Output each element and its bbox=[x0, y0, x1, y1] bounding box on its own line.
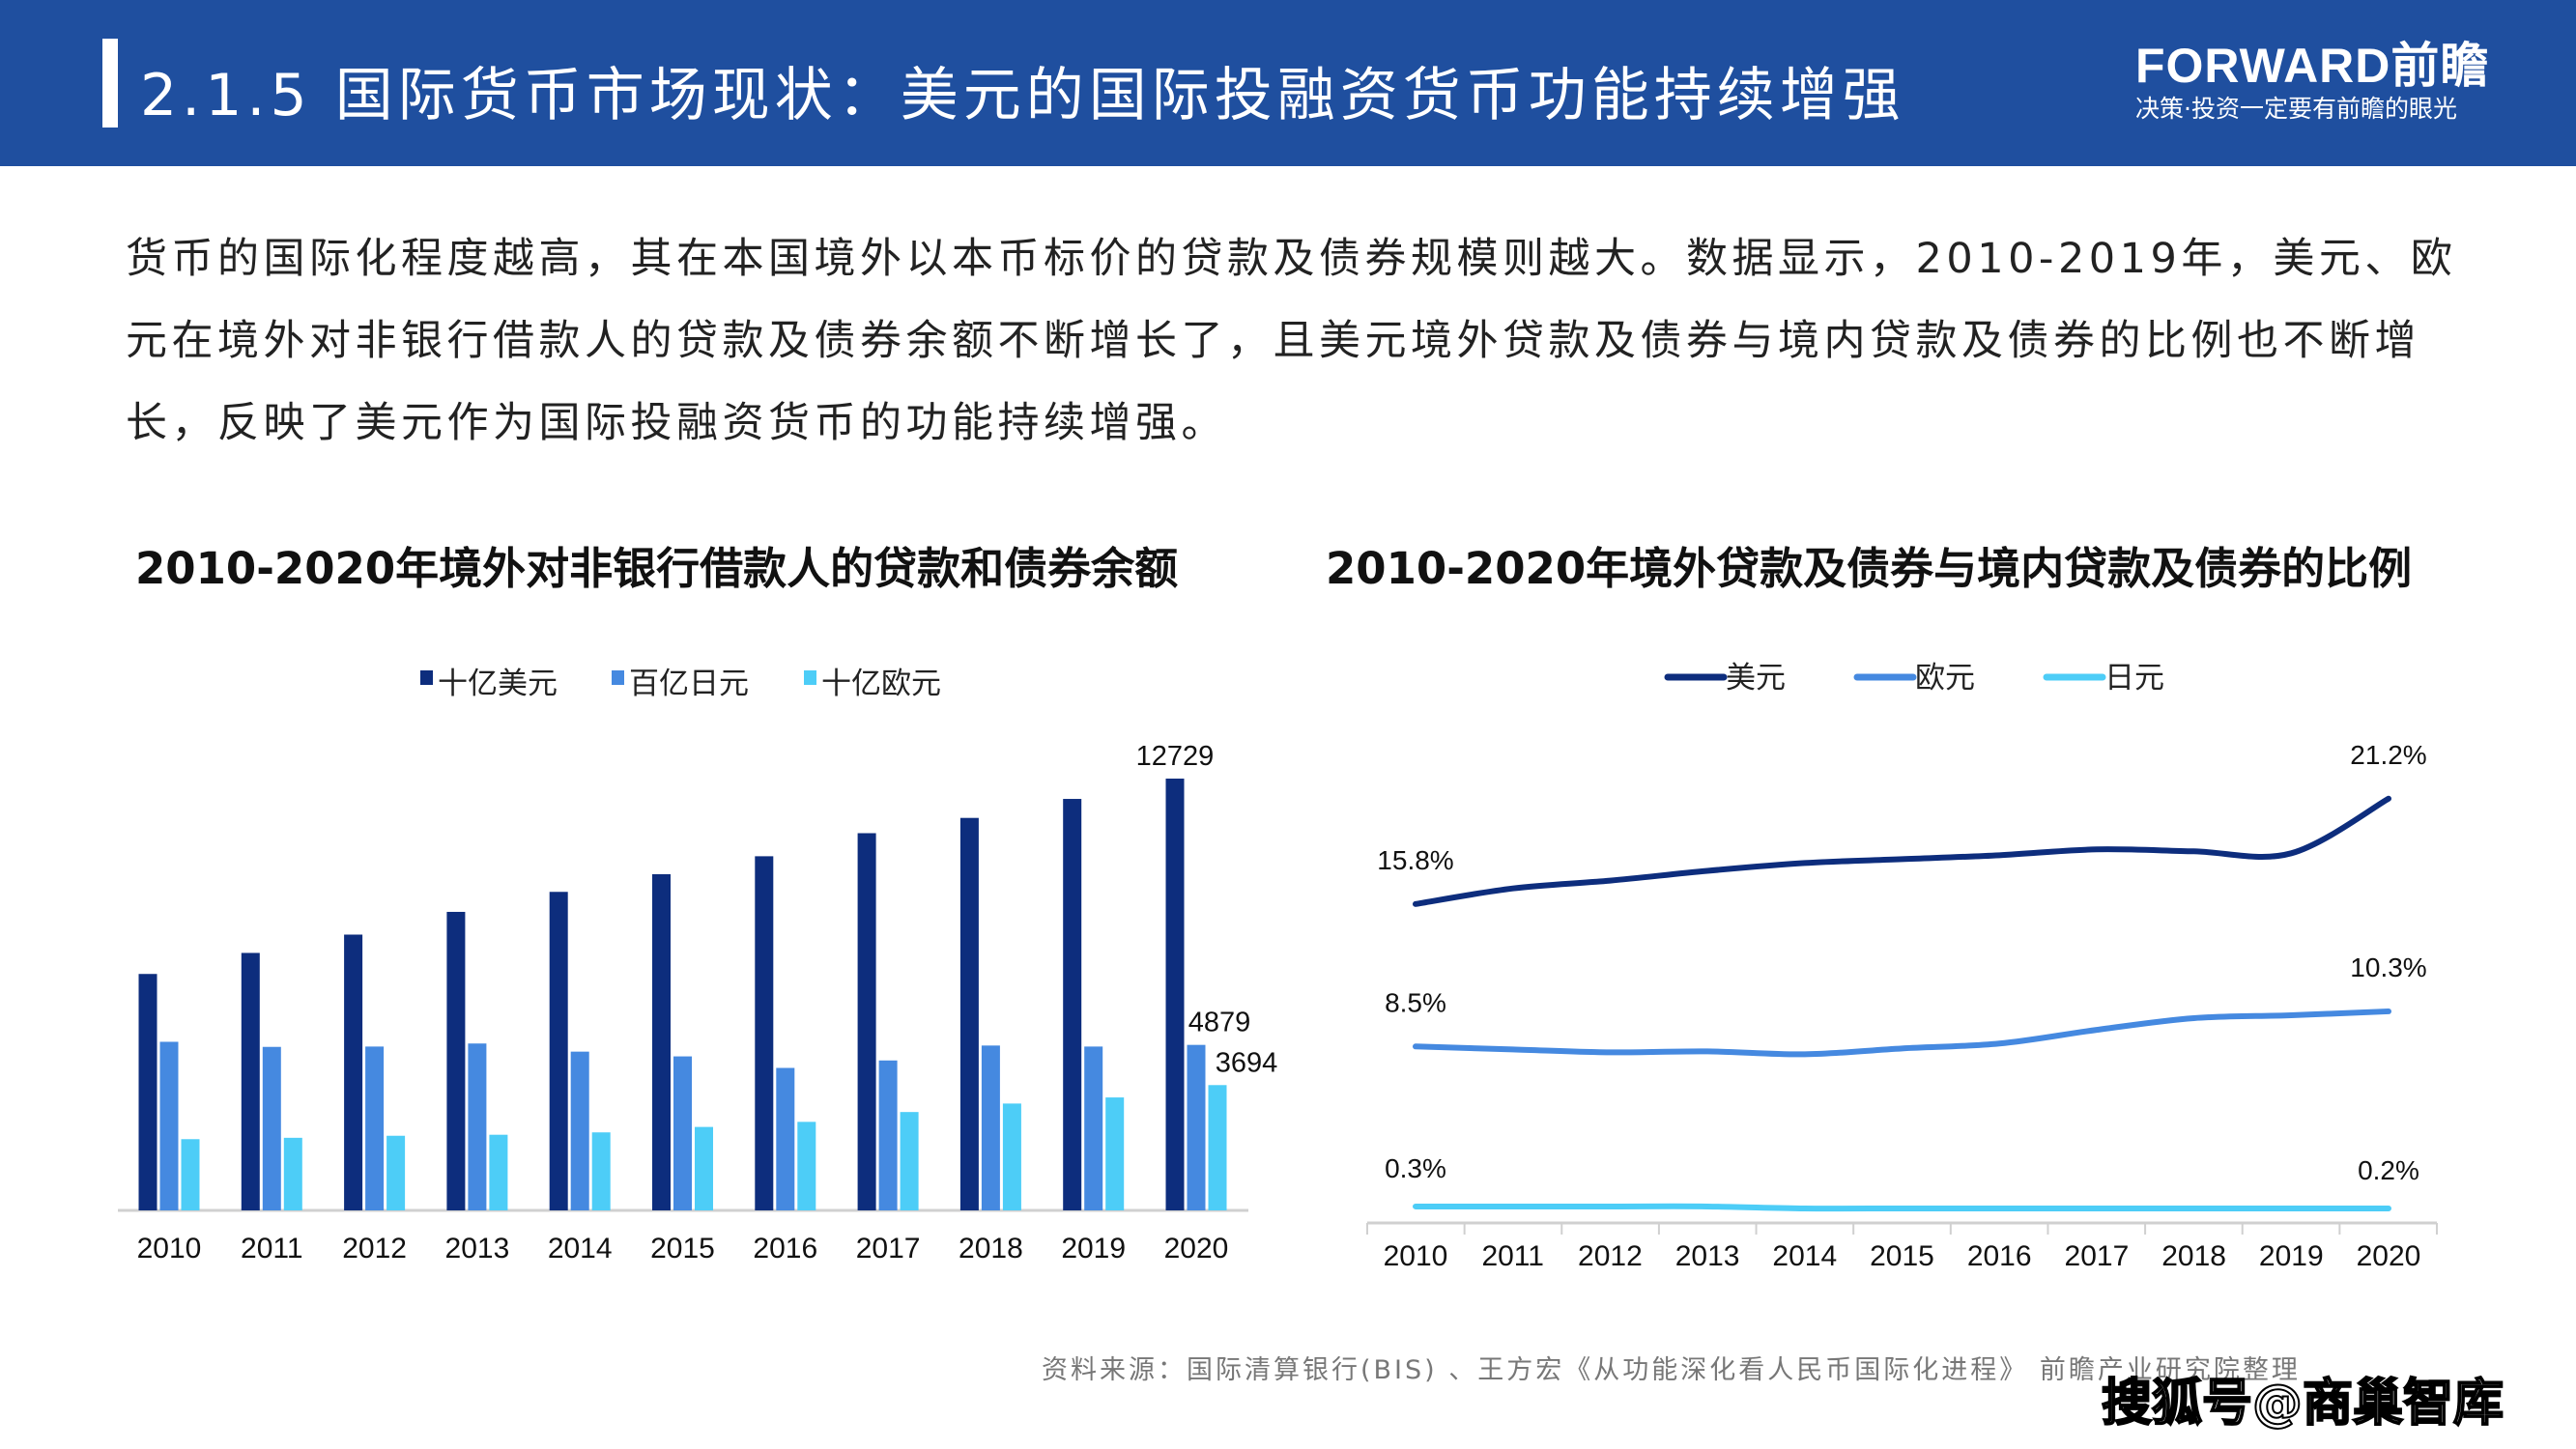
x-tick-label: 2010 bbox=[1384, 1240, 1448, 1272]
data-label: 0.2% bbox=[2358, 1155, 2419, 1185]
x-tick-label: 2012 bbox=[342, 1233, 407, 1264]
x-tick-label: 2020 bbox=[1164, 1233, 1229, 1264]
series-line bbox=[1413, 795, 2391, 907]
intro-paragraph: 货币的国际化程度越高，其在本国境外以本币标价的贷款及债券规模则越大。数据显示，2… bbox=[126, 235, 2457, 447]
bar bbox=[1105, 1097, 1125, 1210]
bar bbox=[159, 1041, 179, 1210]
x-tick-label: 2018 bbox=[959, 1233, 1023, 1264]
bar bbox=[489, 1134, 508, 1210]
x-tick-label: 2018 bbox=[2161, 1240, 2226, 1272]
x-tick-label: 2013 bbox=[445, 1233, 510, 1264]
bar bbox=[1063, 799, 1082, 1210]
bar bbox=[981, 1045, 1000, 1210]
bar bbox=[262, 1046, 281, 1210]
bar bbox=[138, 974, 157, 1210]
legend-label: 十亿美元 bbox=[438, 667, 558, 700]
slide-header: 2.1.5 国际货币市场现状：美元的国际投融资货币功能持续增强 FORWARD前… bbox=[0, 0, 2576, 166]
bar bbox=[1187, 1044, 1206, 1210]
bar bbox=[283, 1137, 302, 1210]
x-tick-label: 2012 bbox=[1578, 1240, 1643, 1272]
series-line bbox=[1413, 1008, 2391, 1058]
bar bbox=[365, 1046, 385, 1210]
title-accent-bar bbox=[102, 39, 118, 128]
bar-chart-title: 2010-2020年境外对非银行借款人的贷款和债券余额 bbox=[135, 543, 1179, 594]
bar bbox=[857, 833, 876, 1210]
sohu-watermark: 搜狐号@商巢智库 bbox=[2101, 1374, 2504, 1434]
line-chart-title: 2010-2020年境外贷款及债券与境内贷款及债券的比例 bbox=[1326, 543, 2413, 594]
bar bbox=[776, 1067, 795, 1210]
bar bbox=[797, 1122, 816, 1210]
bar bbox=[241, 952, 260, 1210]
data-label: 0.3% bbox=[1385, 1153, 1446, 1183]
x-tick-label: 2017 bbox=[2065, 1240, 2130, 1272]
bar bbox=[652, 873, 671, 1210]
slide-title: 2.1.5 国际货币市场现状：美元的国际投融资货币功能持续增强 bbox=[140, 62, 1905, 129]
bar bbox=[591, 1132, 611, 1210]
legend-swatch bbox=[612, 670, 624, 685]
data-label: 3694 bbox=[1216, 1047, 1278, 1078]
x-tick-label: 2015 bbox=[1870, 1240, 1934, 1272]
x-tick-label: 2019 bbox=[1061, 1233, 1126, 1264]
legend-swatch bbox=[420, 670, 433, 685]
data-label: 10.3% bbox=[2350, 952, 2426, 982]
bar bbox=[1002, 1103, 1021, 1210]
bar bbox=[446, 911, 466, 1210]
bar bbox=[549, 892, 568, 1210]
bar bbox=[878, 1060, 898, 1210]
forward-logo: FORWARD前瞻 决策·投资一定要有前瞻的眼光 bbox=[2135, 39, 2489, 126]
x-tick-label: 2011 bbox=[1481, 1240, 1544, 1272]
legend-label: 十亿欧元 bbox=[821, 667, 941, 700]
bar bbox=[673, 1056, 692, 1210]
bar bbox=[695, 1126, 713, 1210]
data-label: 21.2% bbox=[2350, 740, 2426, 770]
bar bbox=[1084, 1046, 1103, 1210]
legend-swatch bbox=[804, 670, 816, 685]
bar bbox=[900, 1112, 919, 1210]
bar bbox=[570, 1051, 589, 1210]
x-tick-label: 2017 bbox=[856, 1233, 921, 1264]
x-tick-label: 2019 bbox=[2259, 1240, 2324, 1272]
bar bbox=[386, 1135, 406, 1210]
bar bbox=[755, 856, 774, 1210]
x-tick-label: 2020 bbox=[2357, 1240, 2421, 1272]
bar bbox=[181, 1139, 200, 1210]
data-label: 4879 bbox=[1188, 1008, 1251, 1038]
legend-label: 美元 bbox=[1726, 661, 1786, 695]
source-note: 资料来源：国际清算银行(BIS) 、王方宏《从功能深化看人民币国际化进程》 前瞻… bbox=[1042, 1355, 2301, 1385]
data-label: 12729 bbox=[1136, 741, 1215, 772]
data-label: 8.5% bbox=[1385, 987, 1446, 1017]
logo-slogan: 决策·投资一定要有前瞻的眼光 bbox=[2135, 95, 2457, 123]
data-label: 15.8% bbox=[1377, 845, 1453, 875]
bar bbox=[344, 934, 363, 1210]
x-tick-label: 2014 bbox=[1772, 1240, 1837, 1272]
x-tick-label: 2016 bbox=[753, 1233, 817, 1264]
bar bbox=[959, 817, 979, 1210]
x-tick-label: 2015 bbox=[650, 1233, 715, 1264]
bar bbox=[1165, 779, 1185, 1210]
x-tick-label: 2016 bbox=[1967, 1240, 2032, 1272]
x-tick-label: 2014 bbox=[548, 1233, 613, 1264]
series-line bbox=[1413, 1203, 2391, 1212]
bar bbox=[1208, 1085, 1227, 1210]
x-tick-label: 2013 bbox=[1675, 1240, 1740, 1272]
legend-label: 百亿日元 bbox=[629, 667, 749, 700]
x-tick-label: 2010 bbox=[137, 1233, 202, 1264]
legend-label: 欧元 bbox=[1915, 661, 1975, 695]
legend-label: 日元 bbox=[2104, 661, 2164, 695]
x-tick-label: 2011 bbox=[241, 1233, 303, 1264]
bar bbox=[468, 1043, 487, 1210]
logo-text: FORWARD前瞻 bbox=[2135, 39, 2490, 93]
